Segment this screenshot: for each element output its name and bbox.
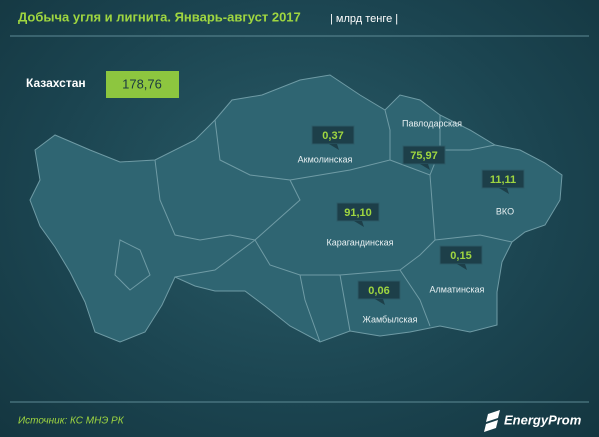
border (440, 144, 496, 151)
logo-icon (484, 410, 500, 432)
border (154, 159, 256, 241)
region-value: 0,15 (450, 250, 471, 262)
border (434, 234, 513, 243)
region-name: Павлодарская (402, 118, 462, 128)
region-name: ВКО (496, 206, 514, 216)
region-labels: 0,37 Акмолинская 75,97 Павлодарская 11,11 ВКО… (298, 118, 525, 324)
country-outline (29, 74, 563, 343)
total-box (106, 71, 179, 98)
pointer (499, 188, 509, 194)
border (399, 174, 436, 271)
pointer (354, 221, 364, 227)
region-value: 91,10 (344, 207, 372, 219)
pointer (457, 264, 467, 270)
region-borders (114, 109, 513, 343)
unit: | млрд тенге | (330, 13, 398, 25)
region-name: Жамбылская (363, 314, 418, 324)
border (174, 239, 256, 278)
region-value: 0,06 (368, 285, 389, 297)
region-value: 11,11 (490, 174, 516, 186)
region-name: Алматинская (430, 284, 485, 294)
border (214, 119, 301, 241)
title: Добыча угля и лигнита. Январь-август 201… (18, 9, 301, 24)
border (339, 274, 351, 332)
pointer (329, 144, 339, 150)
map (29, 74, 563, 343)
total-label: Казахстан (26, 76, 86, 90)
total-value: 178,76 (122, 76, 162, 91)
pointer (375, 299, 385, 305)
border (299, 274, 321, 343)
lake (114, 239, 151, 291)
region-name: Карагандинская (326, 237, 393, 247)
source: Источник: КС МНЭ РК (18, 416, 125, 427)
logo: EnergyProm (504, 412, 582, 427)
border (399, 269, 431, 327)
region-value: 75,97 (410, 150, 438, 162)
region-value: 0,37 (322, 130, 343, 142)
region-name: Акмолинская (298, 154, 353, 164)
pointer (420, 164, 430, 170)
